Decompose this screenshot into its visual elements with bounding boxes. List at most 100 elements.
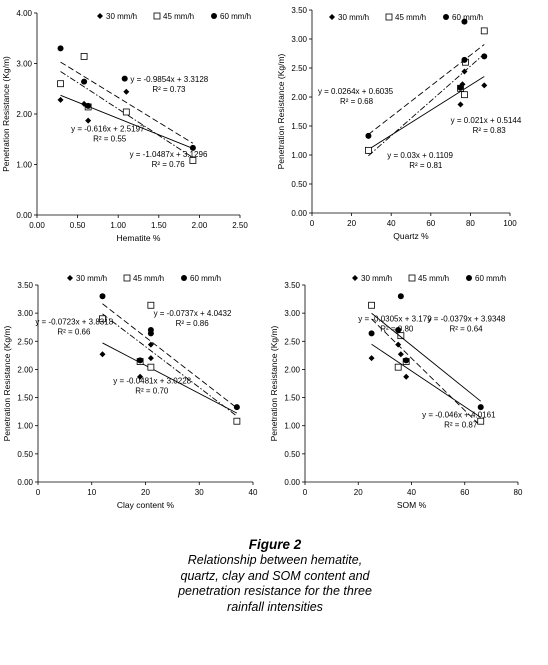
legend-label: 60 mm/h (190, 274, 221, 283)
trend-line (368, 53, 485, 157)
y-axis-label: Penetration Resistance (Kg/m) (269, 325, 279, 441)
legend-label: 60 mm/h (220, 12, 251, 21)
circle-marker (81, 78, 88, 85)
trend-line (371, 343, 481, 418)
legend-label: 45 mm/h (395, 13, 426, 22)
y-tick-label: 0.00 (284, 478, 300, 487)
diamond-marker (329, 14, 335, 20)
x-axis-label: Hematite % (117, 233, 161, 243)
circle-marker (397, 293, 404, 300)
x-tick-label: 40 (407, 488, 416, 497)
diamond-marker (481, 82, 488, 89)
trendline-equation: y = 0.03x + 0.1109 (387, 151, 453, 160)
x-tick-label: 40 (249, 488, 258, 497)
legend-label: 30 mm/h (106, 12, 137, 21)
diamond-marker (99, 351, 106, 358)
square-marker (394, 363, 402, 371)
diamond-marker (147, 355, 154, 362)
trendline-equation: y = -0.0305x + 3.179 (358, 315, 432, 324)
r-squared-label: R² = 0.83 (473, 126, 507, 135)
caption-title: Figure 2 (248, 537, 302, 552)
r-squared-label: R² = 0.64 (449, 325, 483, 334)
y-tick-label: 1.00 (284, 422, 300, 431)
legend-label: 45 mm/h (418, 274, 449, 283)
trend-line (60, 61, 194, 144)
x-tick-label: 60 (426, 219, 435, 228)
series-3 (368, 293, 484, 411)
x-tick-label: 0 (310, 219, 315, 228)
square-marker (57, 80, 64, 88)
r-squared-label: R² = 0.87 (444, 420, 478, 429)
chart-panel-4: 0.00 0.50 1.00 1.50 2.00 2.50 3.00 3.50 0 20 40 60 8… (269, 274, 523, 510)
trendline-equation: y = -0.0737x + 4.0432 (154, 309, 232, 318)
diamond-marker (67, 275, 73, 281)
y-tick-label: 3.00 (17, 309, 33, 318)
legend-label: 30 mm/h (361, 274, 392, 283)
chart-panel-3: 0.00 0.50 1.00 1.50 2.00 2.50 3.00 3.50 0 10 20 30 4… (2, 274, 258, 510)
y-tick-label: 0.50 (291, 180, 307, 189)
square-marker (80, 53, 88, 60)
trend-line (368, 76, 485, 150)
circle-marker (481, 53, 488, 60)
charts-canvas: 0.00 1.00 2.00 3.00 4.00 0.00 0.50 1.00 1.50 2.00… (1, 6, 523, 510)
circle-marker (443, 14, 449, 20)
square-marker (147, 301, 155, 309)
y-tick-label: 0.50 (284, 450, 300, 459)
series-3 (365, 18, 488, 139)
series-1 (365, 68, 488, 154)
y-tick-label: 0.50 (17, 450, 33, 459)
y-tick-label: 3.50 (284, 281, 300, 290)
trendline-equation: y = -0.9854x + 3.3128 (130, 75, 208, 84)
square-marker (385, 13, 393, 21)
y-tick-label: 2.00 (284, 365, 300, 374)
x-tick-label: 100 (503, 219, 517, 228)
circle-marker (137, 357, 144, 364)
y-tick-label: 3.50 (17, 281, 33, 290)
x-tick-label: 80 (466, 219, 475, 228)
x-tick-label: 0.50 (70, 221, 86, 230)
series-3 (99, 293, 240, 411)
r-squared-label: R² = 0.76 (152, 160, 186, 169)
square-marker (123, 274, 131, 282)
circle-marker (189, 144, 196, 151)
x-tick-label: 20 (347, 219, 356, 228)
x-axis-label: Quartz % (393, 231, 429, 241)
y-tick-label: 1.50 (291, 122, 307, 131)
legend: 30 mm/h 45 mm/h 60 mm/h (352, 274, 506, 283)
series-2 (368, 301, 485, 427)
square-marker (147, 363, 155, 371)
diamond-marker (97, 13, 103, 19)
legend: 30 mm/h 45 mm/h 60 mm/h (97, 12, 251, 21)
x-tick-label: 1.50 (151, 221, 167, 230)
x-tick-label: 10 (87, 488, 96, 497)
square-marker (477, 417, 485, 425)
r-squared-label: R² = 0.70 (135, 387, 169, 396)
r-squared-label: R² = 0.73 (152, 85, 186, 94)
caption-text: Relationship between hematite, quartz, c… (178, 553, 372, 614)
trend-line (60, 94, 194, 149)
y-tick-label: 1.00 (291, 151, 307, 160)
x-axis-label: Clay content % (117, 500, 175, 510)
x-tick-label: 2.00 (192, 221, 208, 230)
trendline-equation: y = -0.0481x + 3.0228 (113, 377, 191, 386)
square-marker (189, 157, 197, 164)
square-marker (397, 332, 405, 340)
circle-marker (457, 84, 464, 91)
circle-marker (466, 275, 472, 281)
y-tick-label: 1.00 (16, 161, 32, 170)
circle-marker (403, 357, 410, 364)
x-tick-label: 30 (195, 488, 204, 497)
x-tick-label: 80 (514, 488, 523, 497)
diamond-marker (137, 373, 144, 380)
y-tick-label: 2.00 (291, 93, 307, 102)
diamond-marker (457, 101, 464, 108)
trend-line (371, 312, 482, 402)
circle-marker (477, 404, 484, 411)
circle-marker (461, 18, 468, 25)
diamond-marker (368, 355, 375, 362)
y-axis-label: Penetration Resistance (Kg/m) (276, 53, 286, 169)
series-3 (57, 45, 196, 151)
x-tick-label: 20 (141, 488, 150, 497)
square-marker (153, 12, 161, 20)
square-marker (99, 315, 106, 323)
